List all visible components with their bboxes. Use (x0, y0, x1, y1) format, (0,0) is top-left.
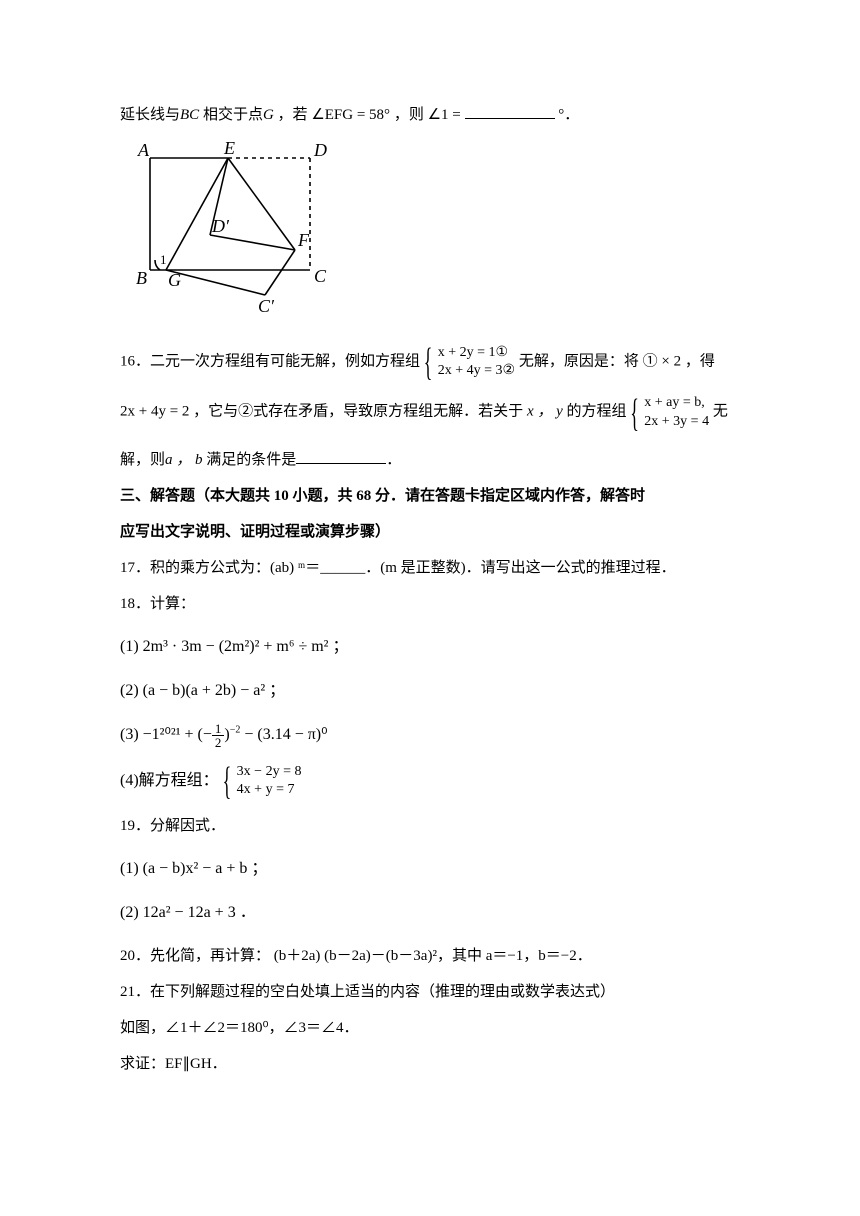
q16-l2d: 无 (713, 404, 728, 420)
q19-head: 19．分解因式． (120, 811, 740, 841)
q16-l3a: 解，则 (120, 452, 165, 468)
q16-line1: 16．二元一次方程组有可能无解，例如方程组 x + 2y = 1① 2x + 4… (120, 344, 740, 380)
q18-sys: 3x − 2y = 8 4x + y = 7 (223, 763, 302, 799)
q18-exp-neg2: −2 (230, 724, 241, 735)
q21-l2: 如图，∠1＋∠2＝180⁰，∠3＝∠4． (120, 1013, 740, 1043)
q16-period: ． (386, 452, 401, 468)
label-Dp: D′ (211, 216, 230, 236)
section3-title-l2: 应写出文字说明、证明过程或演算步骤） (120, 517, 740, 547)
frag-mid1: 相交于点 (203, 107, 263, 123)
frag-prefix: 延长线与 (120, 107, 180, 123)
q20: 20．先化简，再计算： (b＋2a) (b－2a)－(b－3a)²，其中 a＝−… (120, 941, 740, 971)
q16-intro-b: 无解，原因是：将 ① × 2 ，得 (519, 354, 715, 370)
label-F: F (297, 230, 310, 250)
label-D: D (313, 140, 327, 160)
q18-p3b: − (3.14 − π)⁰ (244, 726, 327, 743)
q18-p1: (1) 2m³ · 3m − (2m²)² + m⁶ ÷ m² ； (120, 631, 740, 663)
q16-l2b: ，它与②式存在矛盾，导致原方程组无解．若关于 (193, 404, 523, 420)
label-A: A (137, 140, 150, 160)
q16-sys2-l2: 2x + 3y = 4 (644, 413, 709, 431)
q18-sys-l1: 3x − 2y = 8 (237, 763, 302, 781)
label-Cp: C′ (258, 296, 275, 315)
frag-bc: BC (180, 107, 199, 123)
q21-l3: 求证：EF∥GH． (120, 1049, 740, 1079)
label-G: G (168, 270, 181, 290)
frag-angle-efg: ∠EFG = 58° (311, 107, 390, 123)
q18-frac-n: 1 (212, 722, 225, 736)
q18-sys-l2: 4x + y = 7 (237, 781, 302, 799)
label-angle1: 1 (160, 252, 167, 267)
frag-mid3: ，则 (394, 107, 424, 123)
q19-p1: (1) (a − b)x² − a + b ； (120, 853, 740, 885)
section3-title-l1: 三、解答题（本大题共 10 小题，共 68 分．请在答题卡指定区域内作答，解答时 (120, 481, 740, 511)
label-B: B (136, 268, 147, 288)
q16-l3b: a ， b (165, 452, 203, 468)
q16-l2a: 2x + 4y = 2 (120, 404, 189, 420)
q16-vars: x ， y (527, 404, 563, 420)
q16-intro-a: 16．二元一次方程组有可能无解，例如方程组 (120, 354, 420, 370)
q16-sys2-l1: x + ay = b, (644, 394, 709, 412)
label-C: C (314, 266, 327, 286)
q18-p4: (4)解方程组： 3x − 2y = 8 4x + y = 7 (120, 763, 740, 799)
q21-l1: 21．在下列解题过程的空白处填上适当的内容（推理的理由或数学表达式） (120, 977, 740, 1007)
q17: 17．积的乘方公式为：(ab) ᵐ＝______．(m 是正整数)．请写出这一公… (120, 553, 740, 583)
q16-l2c: 的方程组 (567, 404, 627, 420)
fragment-line: 延长线与BC 相交于点G ，若 ∠EFG = 58° ，则 ∠1 = °． (120, 100, 740, 130)
q16-sys1: x + 2y = 1① 2x + 4y = 3② (424, 344, 515, 380)
figure-svg: A E D B C F G D′ C′ 1 (130, 140, 350, 315)
q16-sys2: x + ay = b, 2x + 3y = 4 (630, 394, 709, 430)
blank-angle (465, 104, 555, 119)
q16-sys1-l1: x + 2y = 1① (438, 344, 515, 362)
frag-angle-1: ∠1 = (428, 107, 461, 123)
label-E: E (223, 140, 235, 158)
frag-suffix: °． (558, 107, 579, 123)
q16-sys1-l2: 2x + 4y = 3② (438, 362, 515, 380)
q16-line3: 解，则a ， b 满足的条件是 ． (120, 445, 740, 475)
frag-g: G (263, 107, 274, 123)
q18-p2: (2) (a − b)(a + 2b) − a² ； (120, 675, 740, 707)
geometry-figure: A E D B C F G D′ C′ 1 (130, 140, 740, 326)
q18-p3: (3) −1²⁰²¹ + (−12)−2 − (3.14 − π)⁰ (120, 719, 740, 751)
q18-head: 18．计算： (120, 589, 740, 619)
q18-p4a: (4)解方程组： (120, 772, 219, 789)
q16-l3c: 满足的条件是 (206, 452, 296, 468)
q16-blank (296, 449, 386, 464)
q19-p2: (2) 12a² − 12a + 3 ． (120, 897, 740, 929)
q18-p3a: (3) −1²⁰²¹ + (120, 726, 198, 743)
frag-mid2: ，若 (278, 107, 308, 123)
